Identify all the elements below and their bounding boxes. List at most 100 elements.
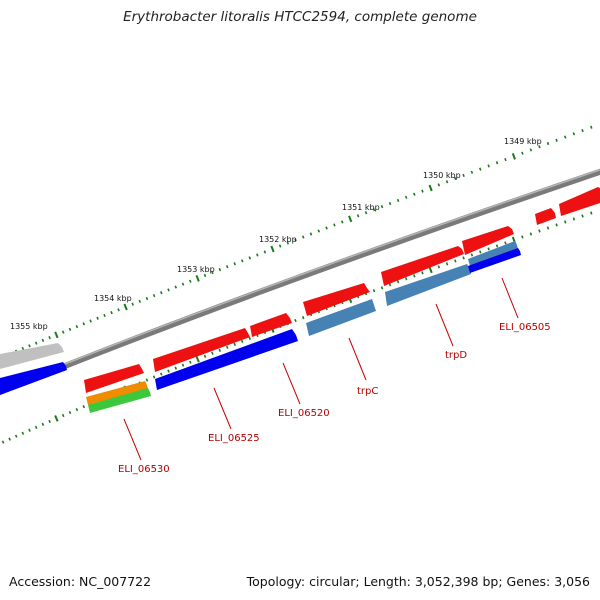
kbp-label: 1353 kbp (177, 265, 215, 274)
minor-tick (555, 223, 558, 227)
gene-label[interactable]: trpC (357, 386, 378, 397)
major-tick (270, 245, 275, 253)
accession-text: Accession: NC_007722 (9, 574, 152, 589)
major-tick (195, 355, 200, 363)
minor-tick (41, 338, 45, 342)
minor-tick (28, 428, 31, 432)
gene-arrow-reverse[interactable] (468, 248, 521, 273)
minor-tick (380, 286, 384, 290)
kbp-labels: 1349 kbp 1350 kbp 1351 kbp 1352 kbp 1353… (10, 137, 542, 331)
minor-tick (301, 316, 305, 320)
minor-tick (41, 422, 45, 426)
minor-tick (233, 262, 236, 266)
minor-tick (225, 345, 229, 349)
gene-label[interactable]: ELI_06525 (208, 433, 260, 444)
minor-tick (590, 211, 593, 215)
minor-tick (48, 419, 51, 424)
minor-tick (388, 283, 392, 287)
major-tick (348, 215, 353, 223)
minor-tick (396, 198, 400, 203)
leader-line (123, 418, 142, 461)
major-tick (511, 153, 516, 160)
minor-tick (48, 336, 51, 340)
minor-tick (581, 214, 584, 218)
minor-tick (572, 132, 576, 136)
minor-tick (174, 285, 178, 289)
minor-tick (521, 151, 524, 155)
gene-label[interactable]: trpD (445, 350, 467, 361)
gene-arrow-reverse[interactable] (155, 329, 298, 390)
kbp-label: 1350 kbp (423, 171, 461, 180)
minor-tick (181, 282, 185, 286)
minor-tick (462, 173, 465, 178)
minor-tick (445, 262, 449, 266)
leader-line (501, 277, 519, 319)
gene-arrow-forward[interactable] (84, 364, 144, 393)
gene-label[interactable]: ELI_06520 (278, 408, 330, 419)
gene-arrow-reverse-steelblue[interactable] (306, 299, 376, 336)
minor-tick (248, 336, 252, 341)
kbp-label: 1355 kbp (10, 322, 48, 331)
minor-tick (404, 277, 408, 281)
minor-tick (372, 208, 376, 212)
minor-tick (413, 192, 416, 196)
minor-tick (546, 226, 550, 230)
major-tick (54, 415, 59, 422)
gene-arrow-forward[interactable] (303, 283, 370, 316)
minor-tick (145, 296, 149, 301)
minor-tick (28, 344, 31, 348)
gene-arrow-reverse-steelblue[interactable] (468, 241, 518, 266)
gene-arrow-gray[interactable] (0, 343, 64, 369)
minor-tick (301, 235, 305, 239)
gene-arrow-forward[interactable] (462, 226, 514, 255)
minor-tick (504, 157, 507, 162)
minor-tick (152, 375, 156, 379)
minor-tick (240, 259, 244, 263)
minor-tick (309, 232, 313, 236)
gene-arrow-reverse-steelblue[interactable] (385, 264, 471, 306)
minor-tick (294, 318, 297, 323)
minor-tick (487, 164, 490, 168)
minor-tick (495, 244, 499, 248)
gene-label[interactable]: ELI_06505 (499, 322, 551, 333)
minor-tick (404, 195, 408, 199)
minor-tick (538, 145, 541, 149)
leader-line (213, 387, 232, 430)
minor-tick (218, 348, 222, 352)
gene-arrow-forward[interactable] (535, 208, 556, 225)
gene-label[interactable]: ELI_06530 (118, 464, 170, 475)
gene-arrow-orange[interactable] (86, 381, 148, 405)
map-title: Erythrobacter litoralis HTCC2594, comple… (123, 9, 477, 25)
gene-arrow-forward[interactable] (381, 246, 464, 286)
minor-tick (189, 360, 192, 364)
minor-tick (364, 211, 368, 215)
major-tick (428, 184, 433, 192)
gene-arrow-green[interactable] (88, 388, 151, 413)
minor-tick (454, 176, 457, 181)
gene-arrow-forward[interactable] (559, 187, 600, 216)
leader-line (435, 303, 454, 347)
gene-arrow-forward[interactable] (153, 328, 250, 372)
minor-tick (546, 141, 550, 146)
minor-tick (529, 232, 533, 236)
minor-tick (413, 274, 416, 278)
reverse-strand-genes (0, 241, 521, 413)
minor-tick (487, 247, 490, 251)
gene-arrow-forward[interactable] (250, 313, 292, 337)
minor-tick (34, 341, 38, 345)
minor-tick (278, 244, 282, 248)
minor-tick (68, 327, 72, 331)
minor-tick (286, 241, 290, 245)
minor-tick (203, 273, 207, 278)
minor-tick (75, 324, 79, 329)
minor-tick (563, 135, 567, 139)
leader-line (282, 362, 301, 405)
minor-tick (581, 128, 584, 133)
minor-tick (590, 125, 593, 129)
gene-arrow-reverse[interactable] (0, 362, 67, 395)
minor-tick (89, 319, 92, 323)
minor-tick (529, 148, 533, 152)
minor-tick (181, 363, 185, 367)
minor-tick (372, 289, 376, 293)
